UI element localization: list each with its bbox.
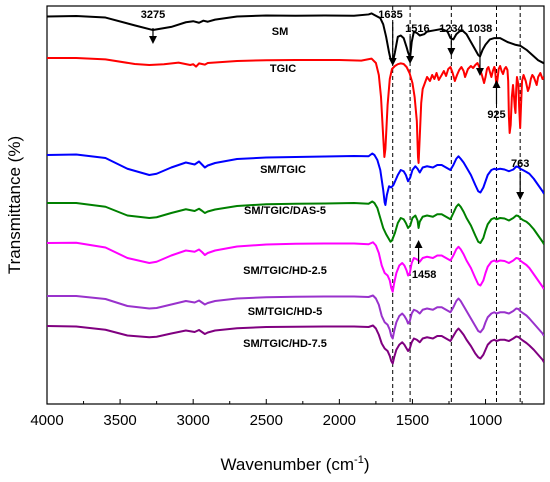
x-axis-title: Wavenumber (cm-1) (221, 454, 370, 474)
annotation-label-1234: 1234 (439, 23, 464, 35)
series-line-2 (47, 57, 544, 164)
x-tick-label-4000: 4000 (30, 412, 63, 429)
plot-frame (46, 5, 545, 405)
x-tick-label-3000: 3000 (176, 412, 209, 429)
annotation-label-763: 763 (511, 158, 529, 170)
series-line-1 (47, 12, 544, 65)
series-line-6 (47, 294, 544, 340)
annotation-label-1635: 1635 (378, 9, 402, 21)
annotation-label-1516: 1516 (405, 23, 429, 35)
x-tick-label-1500: 1500 (396, 412, 429, 429)
series-label-2: TGIC (270, 63, 296, 75)
series-labels: SM TGIC SM/TGIC SM/TGIC/DAS-5 SM/TGIC/HD-2.5… (243, 26, 327, 350)
annotation-label-1038: 1038 (468, 23, 492, 35)
series-line-7 (47, 324, 544, 365)
x-tick-label-1000: 1000 (469, 412, 502, 429)
series-line-4 (47, 200, 544, 245)
annotation-label-1458: 1458 (412, 269, 436, 281)
series-line-3 (47, 152, 544, 206)
x-tick-label-2500: 2500 (250, 412, 283, 429)
series-label-6: SM/TGIC/HD-5 (248, 306, 323, 318)
series-label-7: SM/TGIC/HD-7.5 (243, 338, 327, 350)
x-axis-title-main: Wavenumber (cm (221, 455, 355, 474)
annotation-label-925: 925 (487, 109, 505, 121)
y-axis-title: Transmittance (%) (5, 136, 24, 274)
series-group (47, 12, 544, 365)
series-line-5 (47, 241, 544, 293)
series-label-5: SM/TGIC/HD-2.5 (243, 265, 327, 277)
series-label-4: SM/TGIC/DAS-5 (244, 205, 326, 217)
annotation-label-3275: 3275 (141, 9, 165, 21)
series-label-3: SM/TGIC (260, 164, 306, 176)
series-label-1: SM (272, 26, 289, 38)
x-axis-ticks: 4000 3500 3000 2500 2000 1500 1000 (30, 399, 523, 429)
x-axis-title-sup: -1 (354, 454, 364, 466)
x-axis-title-end: ) (364, 455, 370, 474)
x-tick-label-3500: 3500 (103, 412, 136, 429)
x-tick-label-2000: 2000 (323, 412, 356, 429)
